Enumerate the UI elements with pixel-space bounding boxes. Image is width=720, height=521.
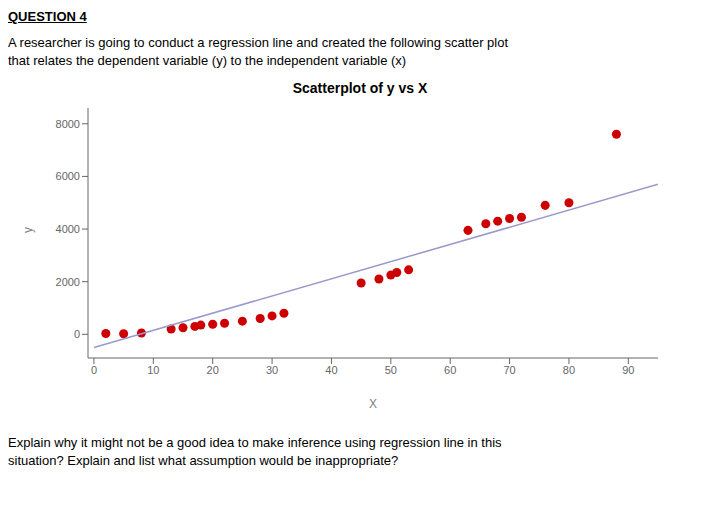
html-text:Explain why it might not be a: Explain why it might not be a good idea … — [8, 435, 502, 450]
html-text:Scatterplot of y vs X: Scatterplot of y vs X — [292, 80, 428, 96]
svg-text:90: 90 — [622, 364, 634, 376]
html-text:QUESTION 4: QUESTION 4 — [8, 9, 87, 24]
svg-text:10: 10 — [147, 364, 159, 376]
svg-text:X: X — [369, 397, 377, 411]
svg-text:70: 70 — [503, 364, 515, 376]
svg-text:30: 30 — [266, 364, 278, 376]
svg-text:80: 80 — [563, 364, 575, 376]
svg-text:60: 60 — [444, 364, 456, 376]
svg-text:50: 50 — [385, 364, 397, 376]
svg-text:40: 40 — [325, 364, 337, 376]
svg-text:20: 20 — [207, 364, 219, 376]
svg-text:2000: 2000 — [56, 276, 80, 288]
svg-text:4000: 4000 — [56, 223, 80, 235]
html-text:A researcher is going to condu: A researcher is going to conduct a regre… — [8, 35, 509, 50]
html-text:that relates the dependent var: that relates the dependent variable (y) … — [8, 53, 407, 68]
html-text:situation? Explain and list wh: situation? Explain and list what assumpt… — [8, 453, 399, 468]
svg-text:y: y — [21, 227, 35, 233]
svg-text:6000: 6000 — [56, 170, 80, 182]
svg-text:8000: 8000 — [56, 118, 80, 130]
svg-text:0: 0 — [91, 364, 97, 376]
svg-text:0: 0 — [74, 328, 80, 340]
